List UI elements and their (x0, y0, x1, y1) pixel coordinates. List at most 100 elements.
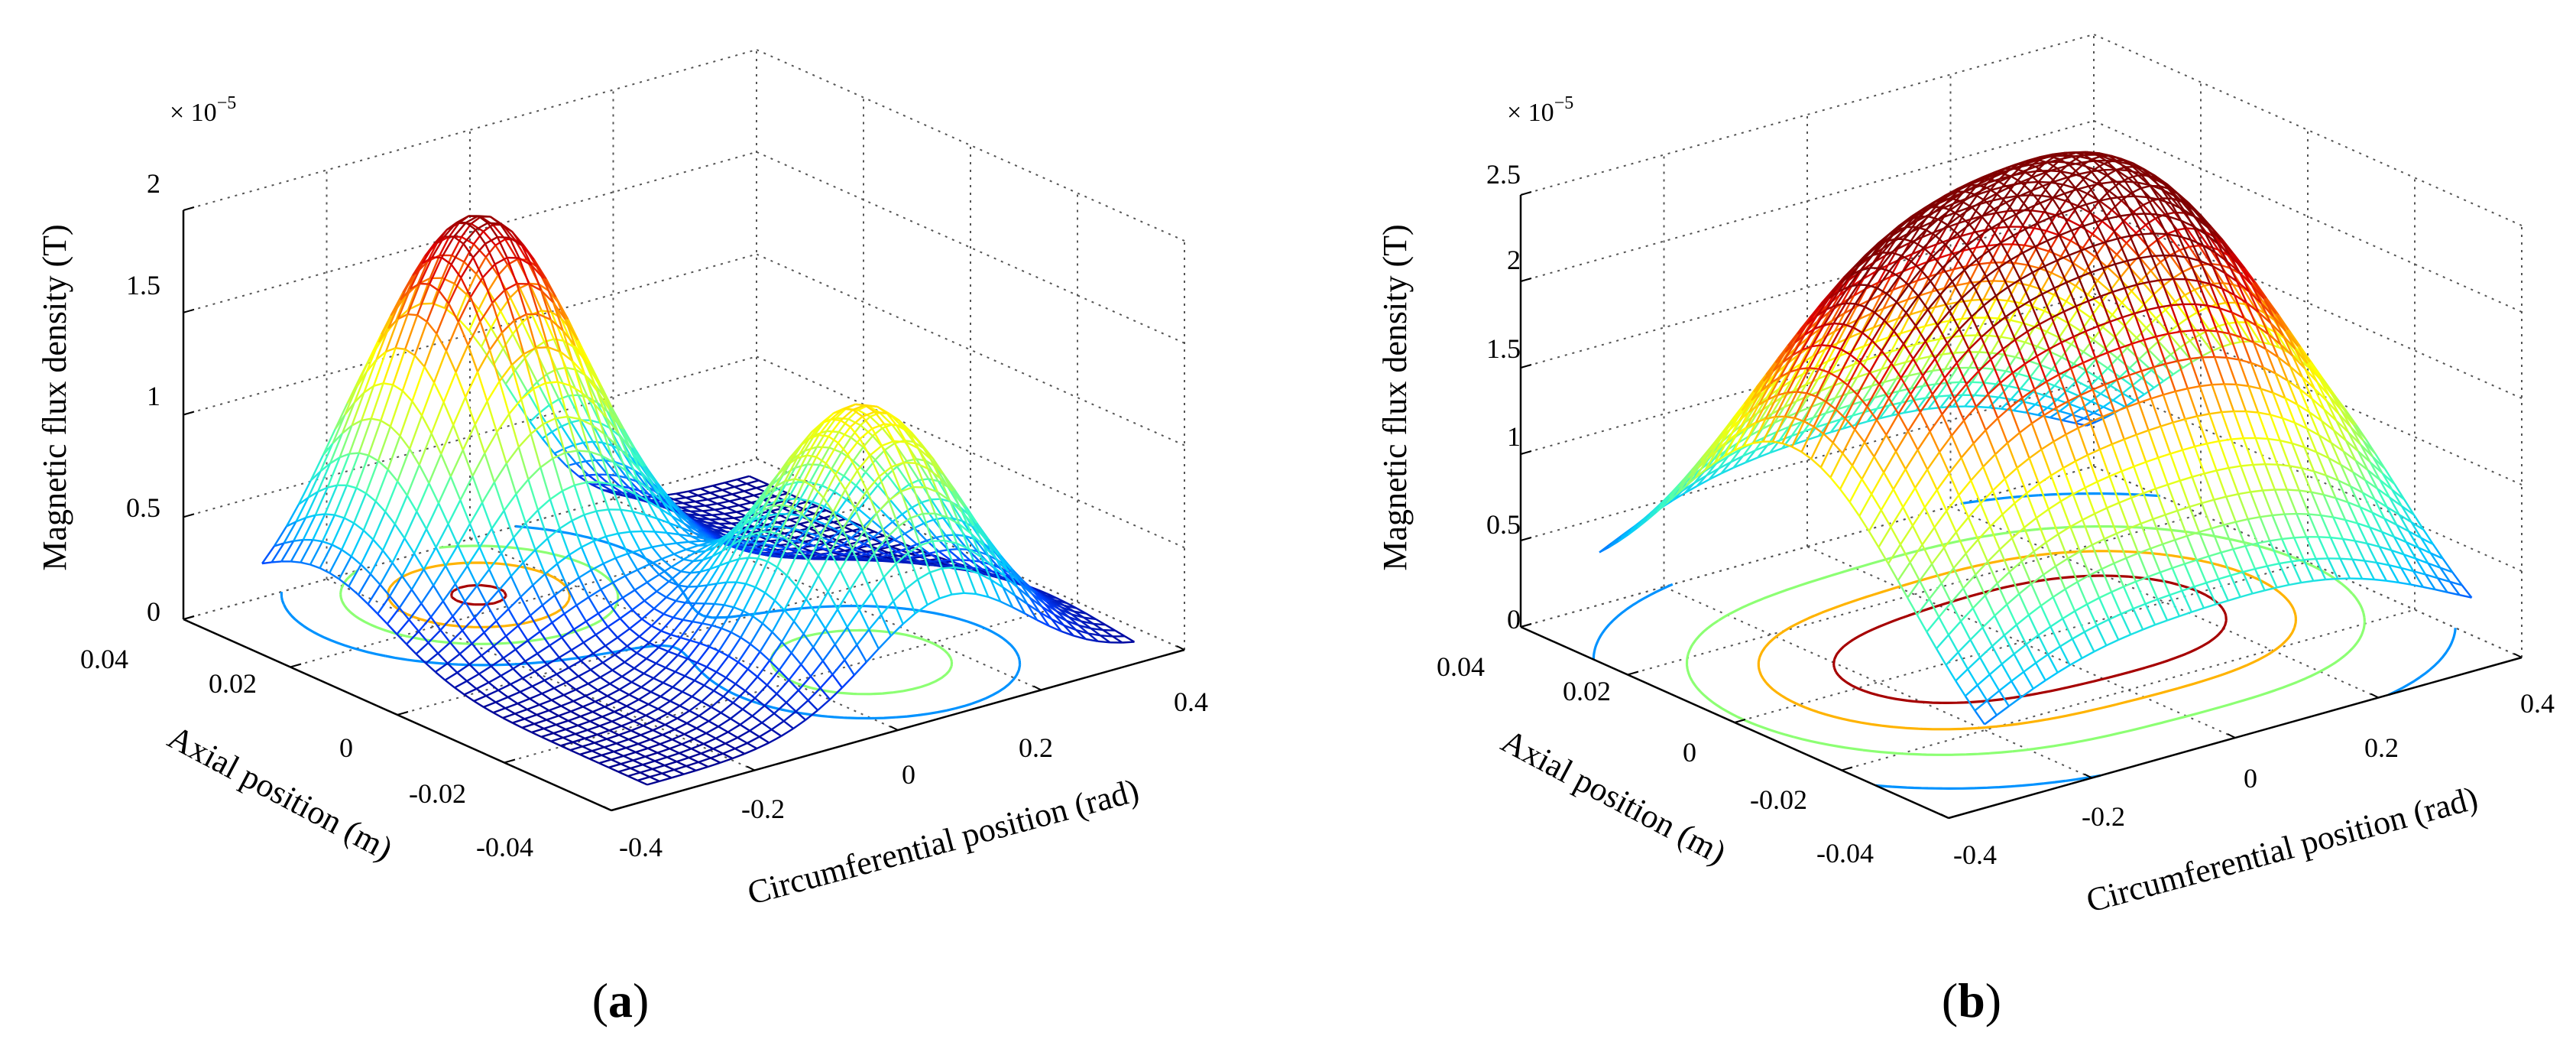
mesh-segment (2096, 266, 2108, 281)
mesh-segment (548, 705, 562, 712)
mesh-segment (1887, 318, 1900, 338)
mesh-segment (909, 554, 920, 559)
mesh-segment (708, 712, 722, 722)
mesh-segment (703, 737, 717, 745)
mesh-segment (553, 681, 567, 690)
mesh-segment (744, 676, 759, 692)
mesh-segment (786, 446, 801, 466)
mesh-segment (604, 742, 617, 748)
mesh-segment (321, 515, 335, 542)
mesh-segment (761, 599, 776, 624)
mesh-segment (621, 725, 632, 732)
mesh-segment (2111, 313, 2126, 327)
mesh-segment (2147, 246, 2162, 263)
mesh-segment (630, 450, 642, 472)
grid-a (183, 49, 1185, 811)
mesh-segment (394, 495, 408, 525)
mesh-segment (377, 426, 392, 462)
y-tick-mark (183, 615, 195, 620)
mesh-segment (1956, 282, 1969, 287)
mesh-segment (666, 584, 679, 599)
mesh-segment (611, 720, 622, 727)
mesh-segment (1919, 221, 1933, 229)
mesh-segment (544, 382, 556, 419)
mesh-segment (1985, 213, 1996, 231)
gridline-y-floor (1627, 513, 2202, 676)
mesh-segment (370, 382, 384, 419)
mesh-segment (2100, 385, 2111, 394)
mesh-segment (517, 433, 532, 448)
mesh-segment (637, 479, 651, 492)
mesh-segment (672, 675, 686, 688)
mesh-segment (462, 617, 475, 632)
mesh-segment (466, 547, 481, 567)
mesh-segment (671, 515, 682, 529)
mesh-segment (621, 759, 633, 765)
mesh-segment (684, 727, 698, 735)
z-tick-2: 1 (147, 381, 160, 411)
mesh-segment (827, 591, 839, 610)
mesh-segment (1910, 372, 1922, 389)
mesh-segment (976, 593, 989, 598)
mesh-segment (1876, 336, 1889, 343)
mesh-segment (1718, 461, 1732, 469)
mesh-segment (570, 649, 582, 662)
mesh-segment (404, 348, 416, 357)
mesh-segment (1100, 635, 1113, 638)
mesh-segment (1852, 401, 1863, 417)
mesh-segment (485, 689, 499, 697)
mesh-segment (934, 513, 946, 541)
mesh-segment (398, 589, 413, 609)
mesh-segment (348, 420, 363, 455)
mesh-segment (901, 506, 912, 515)
mesh-segment (1857, 267, 1871, 286)
mesh-segment (748, 557, 758, 560)
mesh-segment (571, 641, 585, 651)
mesh-segment (1845, 284, 1859, 304)
mesh-segment (531, 727, 545, 734)
mesh-segment (917, 447, 932, 460)
mesh-segment (762, 485, 776, 511)
mesh-segment (493, 463, 507, 483)
mesh-segment (385, 347, 397, 353)
mesh-segment (851, 529, 866, 550)
mesh-segment (907, 544, 921, 554)
mesh-segment (585, 482, 598, 511)
mesh-segment (617, 433, 630, 458)
mesh-segment (553, 448, 565, 455)
mesh-segment (737, 661, 749, 670)
mesh-segment (560, 425, 575, 446)
mesh-segment (631, 609, 643, 620)
mesh-segment (413, 553, 425, 570)
mesh-segment (312, 513, 326, 541)
mesh-segment (619, 681, 633, 690)
mesh-segment (649, 776, 660, 782)
mesh-segment (616, 742, 627, 749)
mesh-segment (796, 454, 808, 459)
mesh-segment (841, 528, 854, 550)
mesh-segment (1829, 355, 1841, 375)
mesh-segment (696, 646, 711, 664)
mesh-segment (650, 739, 661, 745)
mesh-segment (404, 314, 419, 350)
mesh-segment (623, 751, 637, 757)
mesh-segment (1767, 376, 1781, 400)
mesh-segment (595, 625, 609, 636)
mesh-segment (488, 274, 499, 291)
mesh-segment (319, 544, 333, 569)
mesh-segment (361, 417, 371, 422)
mesh-segment (560, 705, 572, 713)
mesh-segment (387, 469, 399, 482)
mesh-segment (297, 479, 312, 505)
mesh-segment (860, 528, 874, 538)
mesh-segment (499, 222, 513, 233)
mesh-segment (721, 489, 733, 495)
mesh-segment (1772, 440, 1783, 445)
mesh-segment (2167, 332, 2182, 349)
mesh-segment (1789, 349, 1803, 373)
mesh-segment (1953, 335, 1965, 354)
mesh-segment (933, 517, 944, 521)
mesh-segment (1771, 397, 1783, 414)
mesh-segment (817, 534, 831, 541)
mesh-segment (2148, 349, 2162, 363)
